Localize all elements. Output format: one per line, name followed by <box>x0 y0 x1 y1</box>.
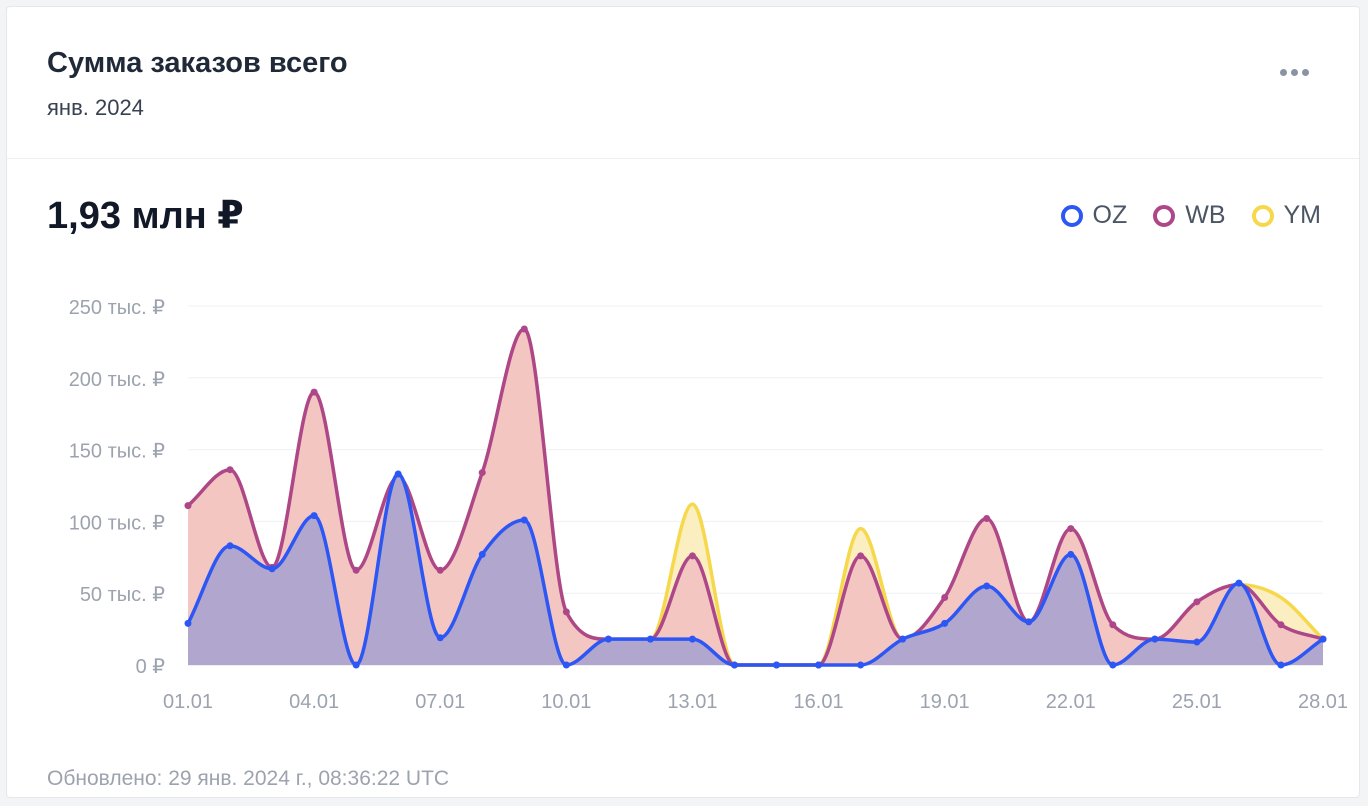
line-oz <box>186 472 1325 667</box>
point-wb <box>478 469 486 477</box>
legend-item-ym[interactable]: YM <box>1251 201 1322 230</box>
point-wb <box>941 594 949 602</box>
y-tick-label: 200 тыс. ₽ <box>69 369 166 391</box>
point-oz <box>1193 638 1201 646</box>
y-tick-label: 0 ₽ <box>136 656 166 678</box>
point-oz <box>310 512 318 520</box>
x-tick-label: 10.01 <box>541 691 591 713</box>
point-oz <box>983 582 991 590</box>
point-oz <box>730 661 738 669</box>
area-wb <box>188 328 1323 665</box>
x-tick-label: 13.01 <box>667 691 717 713</box>
point-oz <box>268 565 276 573</box>
point-oz <box>857 661 865 669</box>
x-tick-label: 22.01 <box>1046 691 1096 713</box>
legend-dot-ym <box>1251 204 1274 227</box>
point-oz <box>899 635 907 643</box>
point-oz <box>1067 550 1075 558</box>
point-oz <box>1277 661 1285 669</box>
legend-dot-wb <box>1153 204 1176 227</box>
point-wb <box>1277 621 1285 629</box>
point-wb <box>184 502 192 510</box>
x-tick-label: 07.01 <box>415 691 465 713</box>
point-oz <box>226 542 234 550</box>
area-oz <box>188 474 1323 665</box>
legend-item-oz[interactable]: OZ <box>1060 201 1128 230</box>
area-chart: 0 ₽ 50 тыс. ₽ 100 тыс. ₽ 150 тыс. ₽ 200 тыс.… <box>69 297 1348 713</box>
legend-item-wb[interactable]: WB <box>1153 201 1226 230</box>
legend-label-ym: YM <box>1283 201 1322 229</box>
card-title: Сумма заказов всего <box>47 47 348 79</box>
card-period: янв. 2024 <box>47 95 144 120</box>
point-oz <box>688 635 696 643</box>
point-wb <box>436 566 444 574</box>
y-tick-label: 150 тыс. ₽ <box>69 441 166 463</box>
y-tick-label: 100 тыс. ₽ <box>69 512 166 534</box>
total-amount: 1,93 млн ₽ <box>47 195 244 237</box>
point-oz <box>184 619 192 627</box>
point-oz <box>1319 635 1327 643</box>
legend: OZ WB YM <box>1060 201 1322 230</box>
x-tick-label: 16.01 <box>794 691 844 713</box>
point-oz <box>773 661 781 669</box>
point-oz <box>1025 618 1033 626</box>
point-oz <box>815 661 823 669</box>
x-tick-label: 04.01 <box>289 691 339 713</box>
menu-dot <box>1291 69 1298 76</box>
point-wb <box>226 466 234 474</box>
point-oz <box>1109 661 1117 669</box>
point-wb <box>352 566 360 574</box>
x-tick-label: 01.01 <box>163 691 213 713</box>
point-oz <box>562 661 570 669</box>
y-tick-label: 50 тыс. ₽ <box>80 584 165 606</box>
updated-timestamp: Обновлено: 29 янв. 2024 г., 08:36:22 UTC <box>47 767 450 790</box>
point-wb <box>520 325 528 333</box>
x-tick-label: 25.01 <box>1172 691 1222 713</box>
card-header: Сумма заказов всего янв. 2024 <box>7 7 1359 159</box>
more-horizontal-icon[interactable] <box>1280 69 1309 76</box>
point-oz <box>604 635 612 643</box>
menu-dot <box>1302 69 1309 76</box>
legend-label-wb: WB <box>1185 201 1226 229</box>
point-wb <box>688 552 696 560</box>
x-tick-label: 28.01 <box>1298 691 1348 713</box>
point-oz <box>394 470 402 478</box>
point-wb <box>983 515 991 523</box>
x-tick-label: 19.01 <box>920 691 970 713</box>
point-wb <box>310 388 318 396</box>
point-wb <box>857 552 865 560</box>
point-oz <box>478 550 486 558</box>
point-oz <box>1151 635 1159 643</box>
point-oz <box>352 661 360 669</box>
point-wb <box>1193 598 1201 606</box>
legend-dot-oz <box>1060 204 1083 227</box>
chart-card: Сумма заказов всего янв. 2024 1,93 млн ₽… <box>6 6 1360 798</box>
point-oz <box>646 635 654 643</box>
point-wb <box>1067 525 1075 533</box>
point-oz <box>1235 579 1243 587</box>
point-oz <box>436 634 444 642</box>
menu-dot <box>1280 69 1287 76</box>
point-wb <box>1109 621 1117 629</box>
point-oz <box>941 619 949 627</box>
point-oz <box>520 516 528 524</box>
legend-label-oz: OZ <box>1092 201 1128 229</box>
point-wb <box>562 608 570 616</box>
y-tick-label: 250 тыс. ₽ <box>69 297 166 319</box>
